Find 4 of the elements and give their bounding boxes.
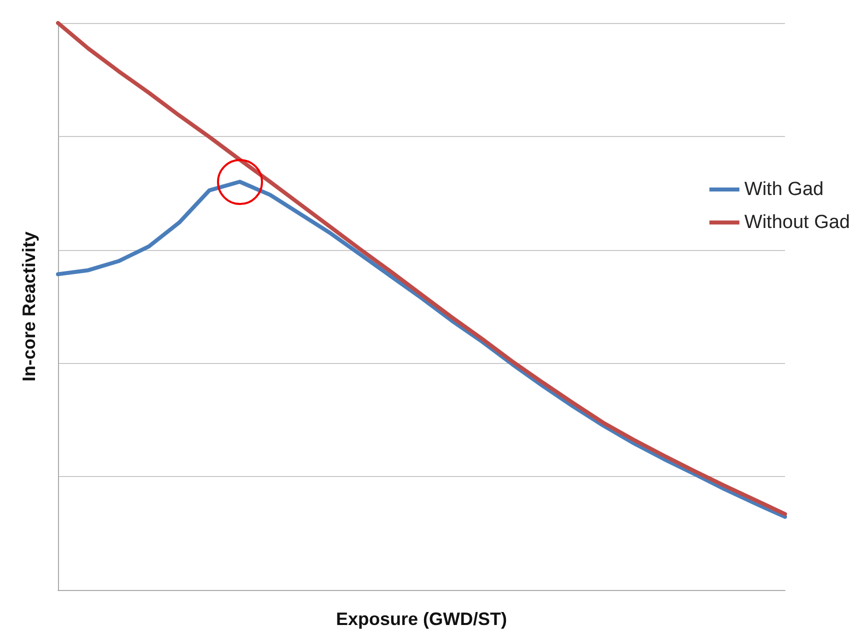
legend-label: With Gad: [744, 179, 824, 200]
x-axis-title: Exposure (GWD/ST): [336, 609, 508, 629]
legend-label: Without Gad: [744, 212, 850, 233]
y-axis-title: In-core Reactivity: [19, 231, 39, 382]
